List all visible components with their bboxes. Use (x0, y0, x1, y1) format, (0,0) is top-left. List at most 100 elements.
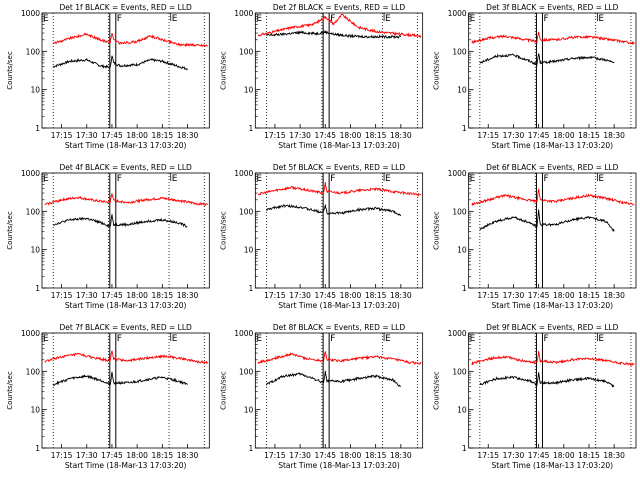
x-tick-label: 18:00 (553, 291, 575, 300)
panel-title: Det 4f BLACK = Events, RED = LLD (60, 163, 193, 172)
x-tick-label: 18:00 (126, 131, 148, 140)
x-tick-label: 17:45 (528, 291, 550, 300)
x-tick-label: 17:30 (289, 291, 311, 300)
lld-series-line (257, 13, 422, 38)
y-tick-label: 100 (26, 367, 41, 376)
lld-series-line (52, 32, 208, 48)
x-tick-label: 18:15 (365, 291, 387, 300)
x-tick-label: 18:15 (365, 451, 387, 460)
y-tick-label: 1 (462, 284, 467, 293)
panel-title: Det 5f BLACK = Events, RED = LLD (273, 163, 406, 172)
panel-title: Det 6f BLACK = Events, RED = LLD (486, 163, 619, 172)
detector-panel-1: Det 1f BLACK = Events, RED = LLD 1 10 100 10… (6, 3, 210, 150)
time-marker-label: E (470, 14, 476, 24)
y-tick-label: 10 (457, 86, 467, 95)
y-tick-label: 1 (35, 444, 40, 453)
x-tick-label: 18:15 (152, 291, 174, 300)
time-marker-label: F (117, 334, 122, 344)
y-tick-label: 10 (457, 246, 467, 255)
y-tick-label: 1 (35, 284, 40, 293)
detector-panel-5: Det 5f BLACK = Events, RED = LLD 1 10 100 10… (219, 163, 424, 310)
plot-frame (41, 332, 210, 449)
x-tick-label: 18:00 (553, 131, 575, 140)
lld-series-line (471, 188, 635, 207)
time-marker-label: E (256, 174, 262, 184)
x-axis-label: Start Time (18-Mar-13 17:03:20) (65, 141, 187, 150)
x-axis-label: Start Time (18-Mar-13 17:03:20) (278, 141, 400, 150)
x-tick-label: 17:15 (51, 451, 73, 460)
time-marker-label: E (172, 174, 178, 184)
lld-series-line (44, 193, 208, 207)
time-marker-label: F (330, 334, 335, 344)
y-tick-label: 1000 (234, 169, 253, 178)
lld-series-line (257, 182, 422, 197)
x-tick-label: 17:15 (477, 291, 499, 300)
time-marker-label: F (330, 14, 335, 24)
y-tick-label: 1 (249, 124, 254, 133)
y-tick-label: 1000 (448, 169, 467, 178)
x-tick-label: 18:15 (578, 451, 600, 460)
plot-frame (468, 172, 637, 289)
lld-series-line (44, 350, 209, 365)
lld-series-line (257, 351, 422, 366)
events-series-line (479, 53, 615, 66)
x-tick-label: 18:00 (340, 291, 362, 300)
y-tick-label: 100 (452, 207, 467, 216)
detector-panel-2: Det 2f BLACK = Events, RED = LLD 1 10 100 10… (219, 3, 424, 150)
x-tick-label: 17:45 (314, 131, 336, 140)
y-tick-label: 10 (30, 86, 40, 95)
y-axis-label: Counts/sec (6, 51, 14, 90)
x-axis-label: Start Time (18-Mar-13 17:03:20) (278, 461, 400, 470)
lld-series-line (471, 350, 635, 367)
x-tick-label: 18:30 (390, 291, 412, 300)
x-tick-label: 17:45 (314, 291, 336, 300)
x-tick-label: 18:00 (340, 451, 362, 460)
x-tick-label: 17:45 (101, 291, 123, 300)
x-tick-label: 18:30 (177, 451, 199, 460)
x-tick-label: 17:45 (314, 451, 336, 460)
x-tick-label: 17:45 (528, 451, 550, 460)
x-tick-label: 17:30 (289, 131, 311, 140)
y-tick-label: 100 (26, 207, 41, 216)
x-tick-label: 17:30 (289, 451, 311, 460)
y-axis-label: Counts/sec (433, 51, 441, 90)
y-axis-label: Counts/sec (219, 371, 227, 410)
events-series-line (52, 371, 188, 387)
y-tick-label: 100 (239, 207, 254, 216)
panel-title: Det 3f BLACK = Events, RED = LLD (486, 3, 619, 12)
x-tick-label: 18:00 (340, 131, 362, 140)
time-marker-label: E (172, 334, 178, 344)
time-marker-label: F (117, 14, 122, 24)
panel-title: Det 9f BLACK = Events, RED = LLD (486, 323, 619, 332)
x-tick-label: 18:15 (365, 131, 387, 140)
x-tick-label: 17:15 (264, 131, 286, 140)
x-tick-label: 17:30 (503, 451, 525, 460)
time-marker-label: E (385, 14, 391, 24)
time-marker-label: E (256, 14, 262, 24)
y-tick-label: 1000 (234, 9, 253, 18)
y-tick-label: 1000 (21, 169, 40, 178)
time-marker-label: E (43, 174, 49, 184)
plot-frame (468, 332, 637, 449)
y-tick-label: 1 (249, 444, 254, 453)
y-tick-label: 100 (26, 47, 41, 56)
x-tick-label: 18:15 (152, 131, 174, 140)
y-tick-label: 100 (452, 367, 467, 376)
y-tick-label: 100 (452, 47, 467, 56)
plot-frame (468, 12, 637, 129)
x-tick-label: 18:00 (553, 451, 575, 460)
x-tick-label: 17:30 (503, 131, 525, 140)
plot-frame (41, 12, 210, 129)
y-tick-label: 1 (249, 284, 254, 293)
x-tick-label: 17:15 (51, 131, 73, 140)
y-tick-label: 1 (35, 124, 40, 133)
detector-panel-7: Det 7f BLACK = Events, RED = LLD 1 10 100 10… (6, 323, 210, 470)
x-tick-label: 17:15 (477, 131, 499, 140)
y-tick-label: 10 (30, 406, 40, 415)
x-tick-label: 17:30 (76, 291, 98, 300)
panel-title: Det 2f BLACK = Events, RED = LLD (273, 3, 406, 12)
x-tick-label: 18:30 (603, 131, 625, 140)
x-tick-label: 17:30 (503, 291, 525, 300)
y-tick-label: 10 (457, 406, 467, 415)
